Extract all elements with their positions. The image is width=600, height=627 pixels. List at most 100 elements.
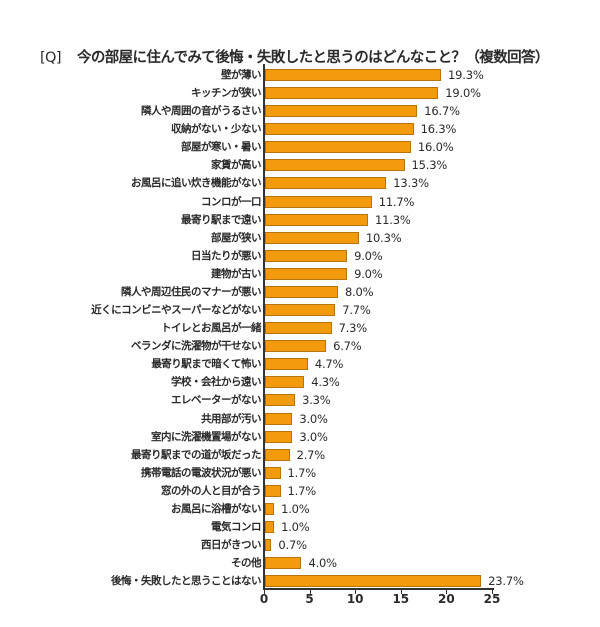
- x-tick-mark: [309, 590, 311, 594]
- x-tick-label: 5: [305, 592, 314, 606]
- bar: [265, 141, 411, 154]
- bar: [265, 412, 293, 425]
- category-label: 室内に洗濯機置場がない: [151, 430, 262, 443]
- value-label: 0.7%: [278, 538, 307, 553]
- x-tick-label: 25: [483, 592, 501, 606]
- value-label: 1.0%: [281, 501, 310, 516]
- bar: [265, 195, 372, 208]
- y-axis-line: [263, 64, 265, 590]
- category-label: エレベーターがない: [171, 394, 262, 407]
- category-label: 日当たりが悪い: [191, 249, 262, 262]
- category-label: 部屋が狭い: [211, 231, 262, 244]
- bar: [265, 213, 369, 226]
- value-label: 23.7%: [488, 574, 524, 589]
- category-label: トイレとお風呂が一緒: [161, 322, 262, 335]
- x-tick-label: 15: [392, 592, 410, 606]
- x-tick-mark: [355, 590, 357, 594]
- bar: [265, 159, 405, 172]
- bar: [265, 69, 442, 81]
- bar: [265, 466, 281, 479]
- category-label: 最寄り駅まで遠い: [181, 213, 262, 226]
- bar: [265, 231, 359, 244]
- bar: [265, 575, 482, 588]
- value-label: 19.3%: [448, 68, 484, 82]
- question-text: 今の部屋に住んでみて後悔・失敗したと思うのはどんなこと？（複数回答）: [76, 50, 549, 66]
- bar: [265, 267, 348, 280]
- value-label: 19.0%: [445, 86, 481, 101]
- value-label: 7.3%: [338, 321, 368, 336]
- bar: [265, 304, 336, 317]
- bar: [265, 249, 348, 262]
- category-label: 部屋が寒い・暑い: [181, 141, 262, 154]
- question-prefix: [Q]: [40, 50, 62, 66]
- value-label: 1.7%: [287, 483, 317, 498]
- value-label: 11.7%: [378, 194, 415, 209]
- x-axis-line: [263, 588, 494, 590]
- category-label: 最寄り駅まで暗くて怖い: [151, 358, 261, 371]
- x-tick-label: 20: [438, 592, 455, 606]
- bar: [265, 521, 275, 533]
- category-label: お風呂に追い炊き機能がない: [131, 177, 262, 190]
- chart-title: [Q] 今の部屋に住んでみて後悔・失敗したと思うのはどんなこと？（複数回答）: [40, 46, 549, 67]
- category-label: 建物が古い: [211, 267, 262, 280]
- category-label: コンロが一口: [201, 195, 262, 208]
- bar: [265, 177, 387, 190]
- x-tick-label: 10: [346, 592, 364, 606]
- value-label: 9.0%: [354, 266, 383, 281]
- value-label: 16.0%: [417, 140, 454, 155]
- bar: [265, 430, 293, 443]
- value-label: 11.3%: [375, 212, 411, 227]
- value-label: 13.3%: [393, 176, 429, 191]
- bar: [265, 539, 272, 552]
- bar: [265, 557, 302, 570]
- value-label: 2.7%: [296, 447, 326, 462]
- bar: [265, 322, 332, 335]
- category-label: 西日がきつい: [201, 539, 262, 552]
- value-label: 4.7%: [314, 357, 344, 372]
- bar: [265, 394, 296, 407]
- value-label: 15.3%: [411, 158, 448, 173]
- value-label: 6.7%: [333, 339, 362, 354]
- bar: [265, 502, 275, 515]
- category-label: その他: [231, 557, 262, 570]
- category-label: 電気コンロ: [211, 521, 262, 533]
- value-label: 3.0%: [299, 429, 328, 444]
- category-label: お風呂に浴槽がない: [171, 502, 262, 515]
- x-tick-mark: [400, 590, 402, 594]
- bar: [265, 285, 338, 298]
- x-tick-mark: [264, 590, 265, 594]
- category-label: 壁が薄い: [221, 69, 262, 81]
- category-label: 最寄り駅までの道が坂だった: [131, 448, 262, 461]
- value-label: 4.0%: [308, 556, 337, 571]
- value-label: 16.3%: [420, 122, 457, 137]
- category-label: 後悔・失敗したと思うことはない: [111, 575, 262, 588]
- value-label: 16.7%: [424, 104, 460, 119]
- value-label: 1.0%: [281, 520, 310, 534]
- category-label: 家賃が高い: [211, 159, 262, 172]
- value-label: 3.3%: [302, 393, 331, 408]
- bar: [265, 123, 414, 136]
- value-label: 1.7%: [287, 465, 317, 480]
- bar: [265, 448, 290, 461]
- value-label: 10.3%: [365, 230, 402, 245]
- category-label: 隣人や周辺住民のマナーが悪い: [121, 285, 262, 298]
- category-label: 収納がない・少ない: [171, 123, 262, 136]
- bar: [265, 105, 418, 118]
- bar: [265, 87, 439, 100]
- bar: [265, 484, 281, 497]
- value-label: 7.7%: [342, 303, 371, 318]
- category-label: ベランダに洗濯物が干せない: [131, 340, 262, 353]
- category-label: 隣人や周囲の音がうるさい: [141, 105, 262, 118]
- category-label: 学校・会社から遠い: [171, 376, 262, 389]
- category-label: キッチンが狭い: [191, 87, 262, 100]
- bar: [265, 376, 305, 389]
- x-tick-mark: [492, 590, 493, 594]
- category-label: 近くにコンビニやスーパーなどがない: [91, 304, 261, 317]
- bar: [265, 340, 327, 353]
- bar: [265, 358, 308, 371]
- value-label: 9.0%: [354, 248, 383, 263]
- x-tick-label: 0: [259, 592, 269, 606]
- value-label: 3.0%: [299, 411, 328, 426]
- category-label: 共用部が汚い: [201, 412, 262, 425]
